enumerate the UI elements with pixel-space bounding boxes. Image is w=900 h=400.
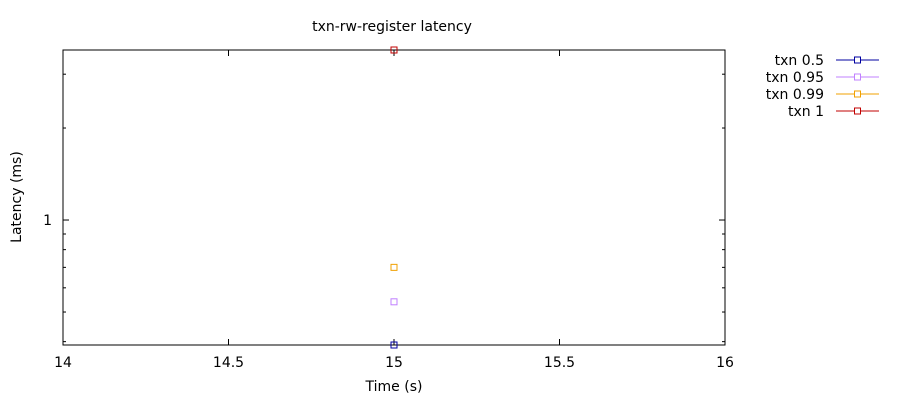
legend-marker [854,73,861,81]
x-axis-label: Time (s) [365,379,423,395]
x-tick-label: 15 [385,355,403,371]
legend-label: txn 1 [788,104,824,120]
legend-marker [854,107,861,115]
y-axis-label: Latency (ms) [9,151,25,243]
legend-label: txn 0.5 [775,53,824,69]
data-points [390,46,398,349]
data-point [390,298,398,306]
data-point [390,46,398,54]
x-axis: 14 14.5 15 15.5 16 [54,50,734,371]
y-tick-label: 1 [43,213,52,229]
chart-title: txn-rw-register latency [312,19,472,35]
plot-area-frame [62,49,726,346]
legend-label: txn 0.95 [766,70,824,86]
x-tick-label: 15.5 [544,355,575,371]
legend-marker [854,56,861,64]
y-axis: 1 [43,73,725,343]
data-point [390,263,398,271]
x-tick-label: 14.5 [213,355,244,371]
x-tick-label: 14 [54,355,72,371]
x-tick-label: 16 [716,355,734,371]
data-point [390,341,398,349]
legend-marker [854,90,861,98]
legend-label: txn 0.99 [766,87,824,103]
